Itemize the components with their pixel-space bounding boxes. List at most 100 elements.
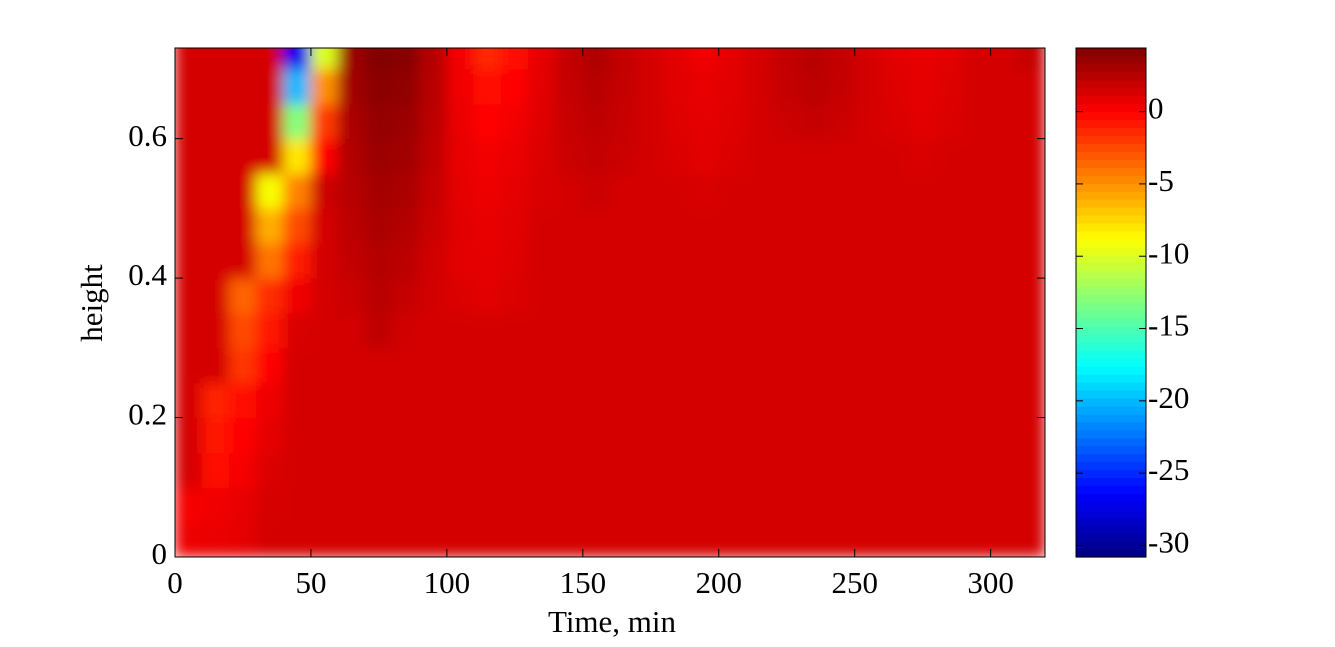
heat-cell bbox=[908, 207, 937, 244]
heat-cell bbox=[799, 103, 828, 140]
colorbar-step bbox=[1076, 302, 1146, 312]
heat-cell bbox=[283, 68, 312, 105]
colorbar-step bbox=[1076, 87, 1146, 97]
heat-cell bbox=[827, 103, 856, 140]
heat-cell bbox=[772, 173, 801, 209]
heat-cell bbox=[881, 417, 910, 453]
heat-cell bbox=[854, 417, 883, 453]
heat-cell bbox=[854, 486, 883, 523]
heat-cell bbox=[881, 347, 910, 384]
heat-cell bbox=[881, 312, 910, 349]
heat-cell bbox=[908, 382, 937, 419]
heat-cell bbox=[310, 138, 339, 175]
heat-cell bbox=[990, 68, 1019, 105]
heat-cell bbox=[990, 417, 1019, 453]
heat-cell bbox=[663, 347, 693, 384]
heat-cell bbox=[827, 451, 856, 488]
heat-cell bbox=[419, 138, 448, 175]
heat-cell bbox=[473, 347, 502, 384]
heat-cell bbox=[364, 451, 393, 488]
colorbar-step bbox=[1076, 517, 1146, 526]
heat-cell bbox=[990, 103, 1019, 140]
heat-cell bbox=[962, 48, 992, 70]
heat-cell bbox=[691, 277, 720, 314]
heat-cell bbox=[935, 417, 964, 453]
heat-cell bbox=[256, 103, 285, 140]
heat-cell bbox=[500, 277, 529, 314]
heat-cell bbox=[419, 486, 448, 523]
x-tick-label: 250 bbox=[831, 565, 878, 600]
heat-cell bbox=[827, 417, 856, 453]
heat-cell bbox=[1017, 521, 1045, 557]
heat-cell bbox=[799, 382, 828, 419]
heat-cell bbox=[582, 68, 611, 105]
heat-cell bbox=[175, 103, 203, 140]
colorbar-step bbox=[1076, 254, 1146, 264]
heat-cell bbox=[935, 173, 964, 209]
heat-cell bbox=[175, 451, 203, 488]
heat-cell bbox=[908, 486, 937, 523]
colorbar-tick-label: -10 bbox=[1148, 235, 1189, 270]
heat-cell bbox=[310, 68, 339, 105]
heat-cell bbox=[364, 312, 393, 349]
heat-cell bbox=[854, 207, 883, 244]
heat-cell bbox=[745, 451, 774, 488]
heat-cell bbox=[175, 312, 203, 349]
heat-cell bbox=[691, 486, 720, 523]
heat-cell bbox=[609, 207, 638, 244]
colorbar-step bbox=[1076, 509, 1146, 518]
heat-cell bbox=[745, 312, 774, 349]
heat-cell bbox=[881, 173, 910, 209]
heat-cell bbox=[228, 173, 258, 209]
heat-cell bbox=[854, 312, 883, 349]
heat-cell bbox=[473, 138, 502, 175]
colorbar-step bbox=[1076, 366, 1146, 375]
heat-cell bbox=[1017, 242, 1045, 279]
heat-cell bbox=[392, 521, 421, 557]
heat-cell bbox=[555, 173, 584, 209]
heat-cell bbox=[228, 312, 258, 349]
heat-cell bbox=[582, 347, 611, 384]
heat-cell bbox=[228, 382, 258, 419]
heat-cell bbox=[310, 242, 339, 279]
heat-cell bbox=[473, 48, 502, 70]
heat-cell bbox=[527, 68, 557, 105]
heat-cell bbox=[555, 521, 584, 557]
heat-cell bbox=[1017, 417, 1045, 453]
heat-cell bbox=[935, 451, 964, 488]
colorbar-step bbox=[1076, 222, 1146, 232]
heat-cell bbox=[256, 173, 285, 209]
heat-cell bbox=[1017, 277, 1045, 314]
heat-cell bbox=[1017, 207, 1045, 244]
heat-cell bbox=[1017, 138, 1045, 175]
heat-cell bbox=[663, 103, 693, 140]
heat-cell bbox=[392, 68, 421, 105]
heat-cell bbox=[527, 242, 557, 279]
heat-cell bbox=[962, 138, 992, 175]
heat-cell bbox=[364, 68, 393, 105]
heat-cell bbox=[663, 312, 693, 349]
heat-cell bbox=[908, 417, 937, 453]
heat-cell bbox=[827, 382, 856, 419]
heat-cell bbox=[419, 312, 448, 349]
heat-cell bbox=[772, 68, 801, 105]
heat-cell bbox=[799, 312, 828, 349]
colorbar-step bbox=[1076, 461, 1146, 471]
heat-cell bbox=[527, 347, 557, 384]
heat-cell bbox=[364, 486, 393, 523]
heat-cell bbox=[745, 207, 774, 244]
heat-cell bbox=[500, 68, 529, 105]
colorbar-tick-label: -5 bbox=[1148, 163, 1174, 198]
heat-cell bbox=[772, 347, 801, 384]
heat-cell bbox=[799, 242, 828, 279]
heat-cell bbox=[201, 417, 230, 453]
heat-cell bbox=[962, 242, 992, 279]
heat-cell bbox=[718, 451, 747, 488]
heat-cell bbox=[337, 173, 366, 209]
axes-frame bbox=[174, 47, 1046, 558]
heat-cell bbox=[908, 242, 937, 279]
heat-cell bbox=[337, 521, 366, 557]
heat-cell bbox=[392, 242, 421, 279]
heat-cell bbox=[337, 277, 366, 314]
heat-cell bbox=[799, 68, 828, 105]
